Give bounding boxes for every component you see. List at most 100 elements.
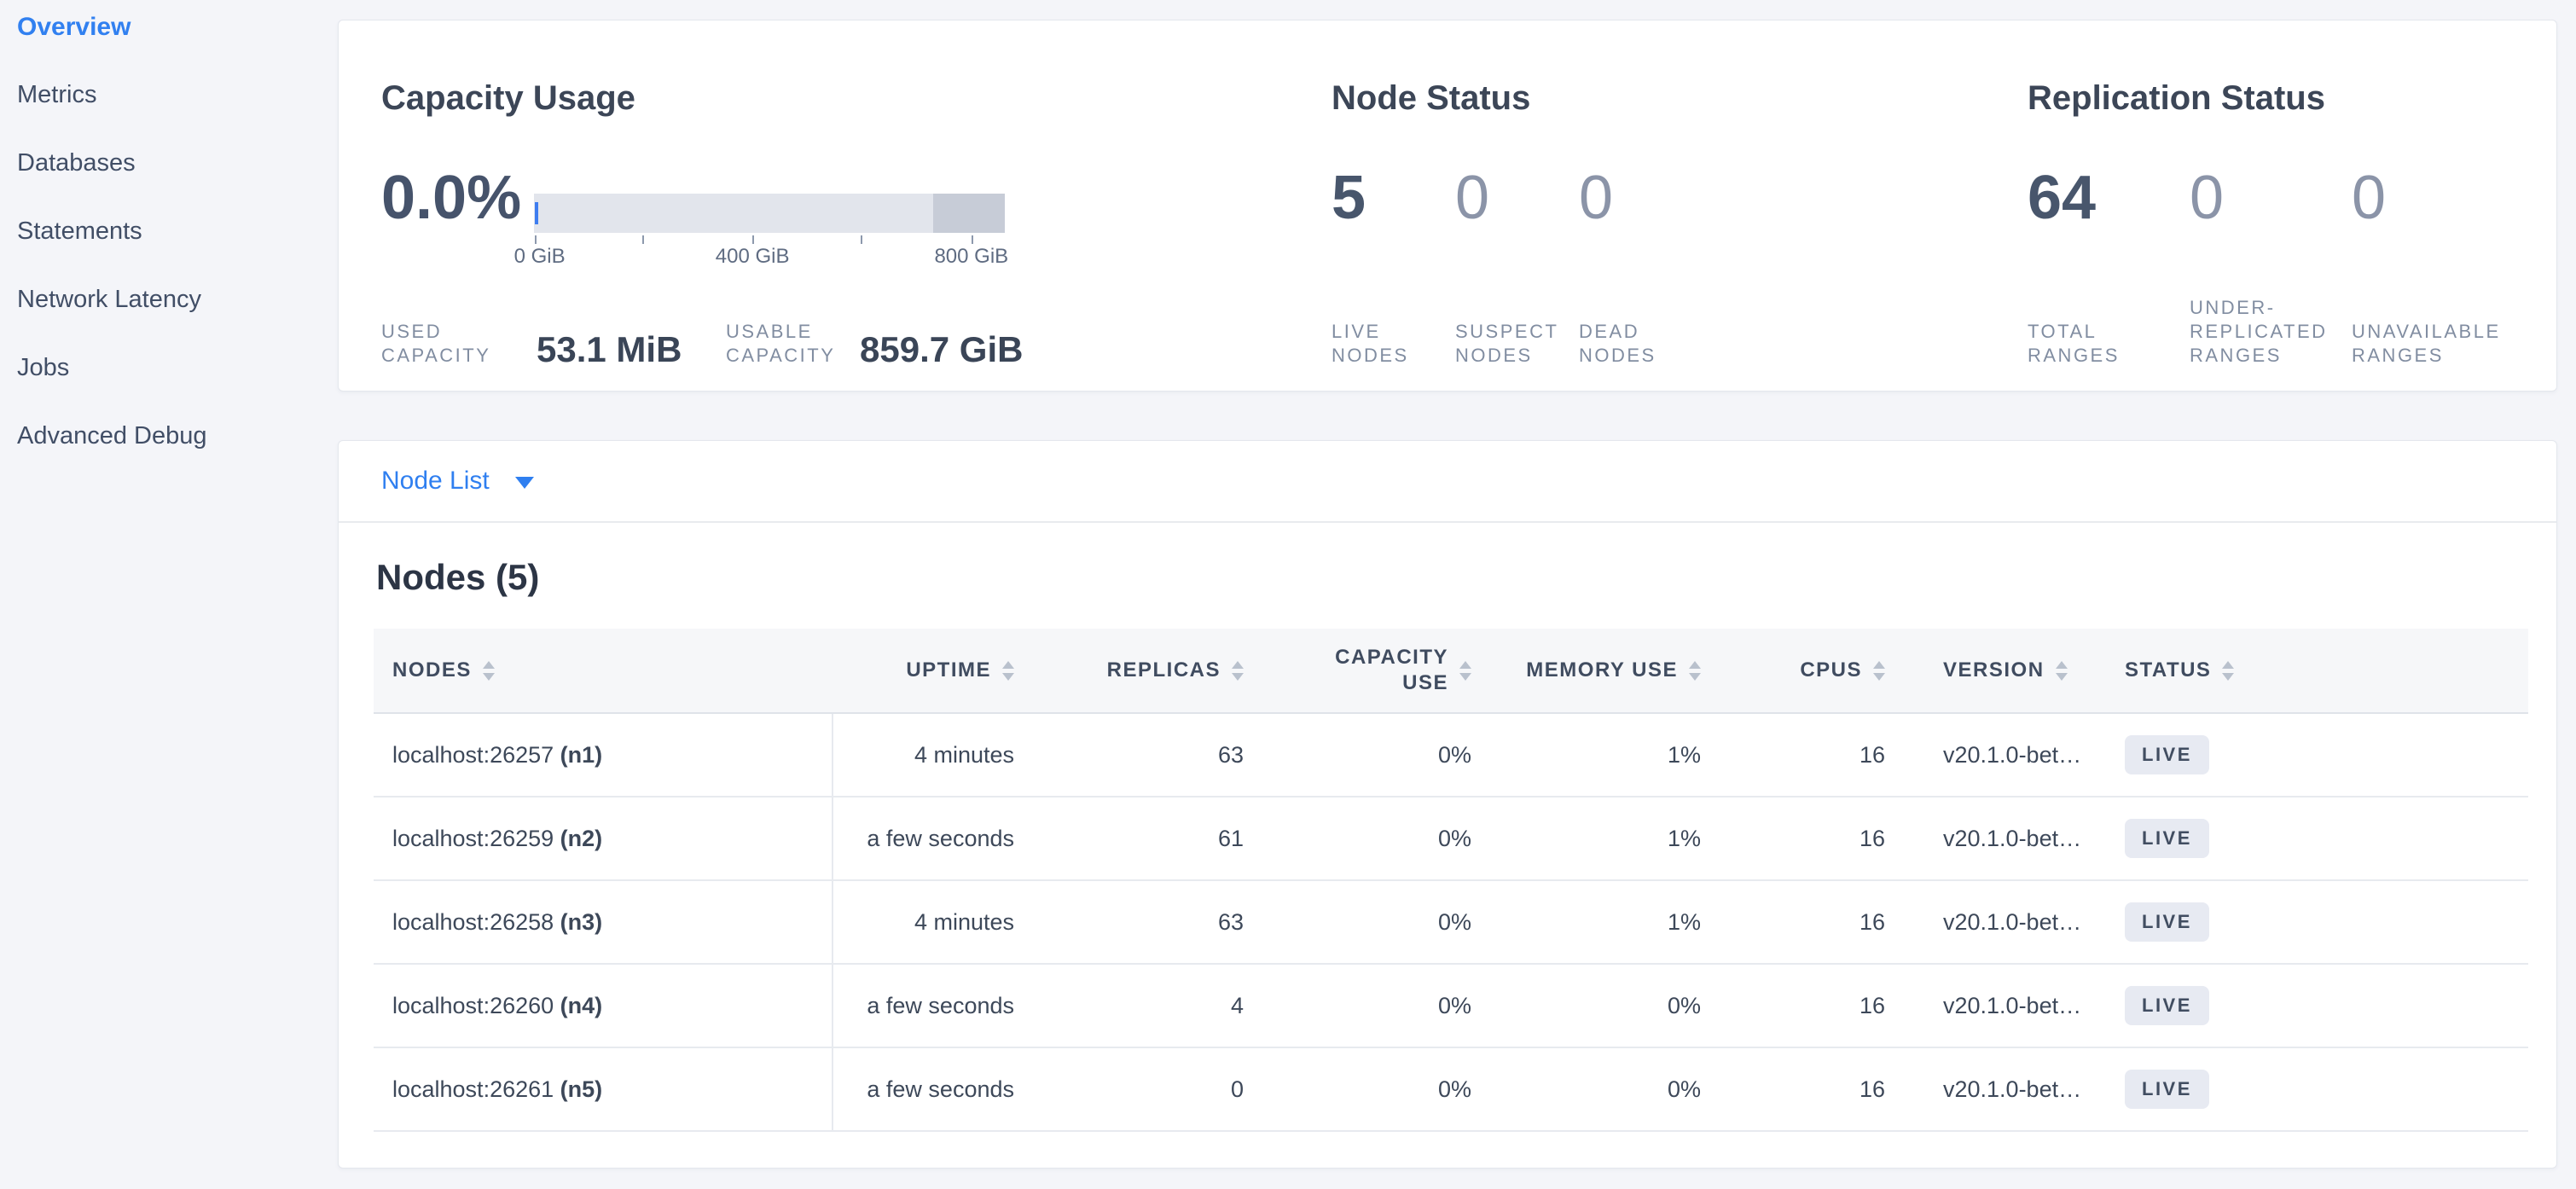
- cpus-cell: 16: [1730, 880, 1914, 965]
- capacity-usage-title: Capacity Usage: [381, 79, 635, 117]
- node-id: (n4): [560, 992, 603, 1018]
- version-cell: v20.1.0-bet…: [1914, 797, 2099, 881]
- table-row: localhost:26257 (n1) 4 minutes 63 0% 1% …: [374, 713, 2528, 798]
- dead-nodes-value: 0: [1579, 164, 1614, 232]
- capacity-percent: 0.0%: [381, 164, 522, 232]
- status-cell: LIVE: [2099, 964, 2528, 1048]
- status-badge: LIVE: [2125, 902, 2209, 942]
- column-label: NODES: [392, 658, 472, 682]
- sidebar-item-network-latency[interactable]: Network Latency: [17, 286, 201, 313]
- cluster-overview-panel: Capacity Usage 0.0% 0 GiB: [338, 20, 2557, 392]
- capacity-cell: 0%: [1273, 797, 1500, 881]
- replicas-cell: 4: [1043, 964, 1273, 1048]
- total-ranges-stat: 64 TOTAL RANGES: [2028, 163, 2190, 368]
- table-row: localhost:26258 (n3) 4 minutes 63 0% 1% …: [374, 880, 2528, 965]
- replicas-cell: 61: [1043, 797, 1273, 881]
- capacity-cell: 0%: [1273, 964, 1500, 1048]
- status-cell: LIVE: [2099, 1047, 2528, 1132]
- table-row: localhost:26259 (n2) a few seconds 61 0%…: [374, 797, 2528, 881]
- version-cell: v20.1.0-bet…: [1914, 713, 2099, 798]
- sort-icon: [1459, 660, 1471, 681]
- status-badge: LIVE: [2125, 735, 2209, 774]
- version-cell: v20.1.0-bet…: [1914, 880, 2099, 965]
- nodes-section: Nodes (5) NODES UPTIME REPLICAS: [339, 523, 2556, 1132]
- node-address-cell[interactable]: localhost:26257 (n1): [374, 713, 833, 798]
- column-label: REPLICAS: [1106, 658, 1221, 682]
- node-address-cell[interactable]: localhost:26260 (n4): [374, 964, 833, 1048]
- column-label: UPTIME: [906, 658, 991, 682]
- uptime-cell: a few seconds: [833, 797, 1043, 881]
- column-label: MEMORY USE: [1526, 658, 1678, 682]
- node-id: (n5): [560, 1076, 603, 1102]
- column-header-memory-use[interactable]: MEMORY USE: [1500, 629, 1730, 714]
- unavailable-ranges-stat: 0 UNAVAILABLE RANGES: [2352, 163, 2514, 368]
- column-header-version[interactable]: VERSION: [1914, 629, 2099, 714]
- status-badge: LIVE: [2125, 819, 2209, 858]
- status-cell: LIVE: [2099, 713, 2528, 798]
- sidebar-item-databases[interactable]: Databases: [17, 149, 136, 177]
- column-label: CPUS: [1800, 658, 1862, 682]
- capacity-usage-section: Capacity Usage 0.0% 0 GiB: [381, 75, 1332, 391]
- unavailable-ranges-value: 0: [2352, 164, 2387, 232]
- live-nodes-value: 5: [1332, 164, 1366, 232]
- sort-icon: [2055, 660, 2068, 681]
- sidebar-item-overview[interactable]: Overview: [17, 13, 131, 41]
- node-list-dropdown-label: Node List: [381, 467, 490, 495]
- table-header-row: NODES UPTIME REPLICAS CAPACITY USE MEMOR…: [374, 629, 2528, 714]
- status-badge: LIVE: [2125, 1070, 2209, 1109]
- capacity-gauge: 0 GiB 400 GiB 800 GiB: [514, 194, 1008, 269]
- replication-status-title: Replication Status: [2028, 79, 2325, 117]
- suspect-nodes-stat: 0 SUSPECT NODES: [1455, 163, 1579, 368]
- under-replicated-ranges-value: 0: [2190, 164, 2225, 232]
- node-address-cell[interactable]: localhost:26259 (n2): [374, 797, 833, 881]
- node-address: localhost:26259: [392, 825, 554, 851]
- column-header-status[interactable]: STATUS: [2099, 629, 2528, 714]
- node-id: (n3): [560, 908, 603, 935]
- sidebar-item-metrics[interactable]: Metrics: [17, 81, 97, 108]
- usable-capacity-value: 859.7 GiB: [860, 329, 1024, 369]
- node-address: localhost:26261: [392, 1076, 554, 1102]
- capacity-used-marker: [535, 202, 538, 224]
- suspect-nodes-value: 0: [1455, 164, 1490, 232]
- used-capacity-label: USED CAPACITY: [381, 321, 491, 366]
- node-id: (n2): [560, 825, 603, 851]
- usable-capacity-label: USABLE CAPACITY: [726, 321, 836, 366]
- sidebar-item-advanced-debug[interactable]: Advanced Debug: [17, 422, 207, 450]
- capacity-cell: 0%: [1273, 880, 1500, 965]
- cpus-cell: 16: [1730, 713, 1914, 798]
- status-cell: LIVE: [2099, 797, 2528, 881]
- capacity-cell: 0%: [1273, 713, 1500, 798]
- table-row: localhost:26261 (n5) a few seconds 0 0% …: [374, 1047, 2528, 1132]
- column-label: CAPACITY USE: [1335, 646, 1448, 694]
- column-header-cpus[interactable]: CPUS: [1730, 629, 1914, 714]
- node-list-dropdown[interactable]: Node List: [339, 441, 2556, 521]
- node-address: localhost:26260: [392, 992, 554, 1018]
- column-header-uptime[interactable]: UPTIME: [833, 629, 1043, 714]
- nodes-table-title: Nodes (5): [376, 557, 540, 597]
- used-capacity-value: 53.1 MiB: [537, 329, 682, 369]
- node-address-cell[interactable]: localhost:26261 (n5): [374, 1047, 833, 1132]
- column-header-nodes[interactable]: NODES: [374, 629, 833, 714]
- node-address-cell[interactable]: localhost:26258 (n3): [374, 880, 833, 965]
- capacity-gauge-ticks: [534, 233, 1005, 245]
- sidebar-item-statements[interactable]: Statements: [17, 218, 142, 245]
- uptime-cell: 4 minutes: [833, 880, 1043, 965]
- unavailable-ranges-label: UNAVAILABLE RANGES: [2352, 321, 2501, 366]
- status-badge: LIVE: [2125, 986, 2209, 1025]
- cpus-cell: 16: [1730, 1047, 1914, 1132]
- capacity-gauge-bar: [534, 194, 1005, 233]
- uptime-cell: a few seconds: [833, 964, 1043, 1048]
- under-replicated-ranges-stat: 0 UNDER- REPLICATED RANGES: [2190, 163, 2352, 368]
- nodes-table: NODES UPTIME REPLICAS CAPACITY USE MEMOR…: [374, 629, 2528, 1132]
- sort-icon: [1002, 660, 1014, 681]
- sidebar-item-jobs[interactable]: Jobs: [17, 354, 70, 381]
- suspect-nodes-label: SUSPECT NODES: [1455, 321, 1559, 366]
- column-header-capacity-use[interactable]: CAPACITY USE: [1273, 629, 1500, 714]
- cpus-cell: 16: [1730, 964, 1914, 1048]
- column-label: VERSION: [1943, 658, 2045, 682]
- column-header-replicas[interactable]: REPLICAS: [1043, 629, 1273, 714]
- capacity-reserved-segment: [933, 194, 1005, 233]
- sort-icon: [2222, 660, 2235, 681]
- gauge-tick-label-0: 0 GiB: [513, 245, 566, 268]
- live-nodes-stat: 5 LIVE NODES: [1332, 163, 1455, 368]
